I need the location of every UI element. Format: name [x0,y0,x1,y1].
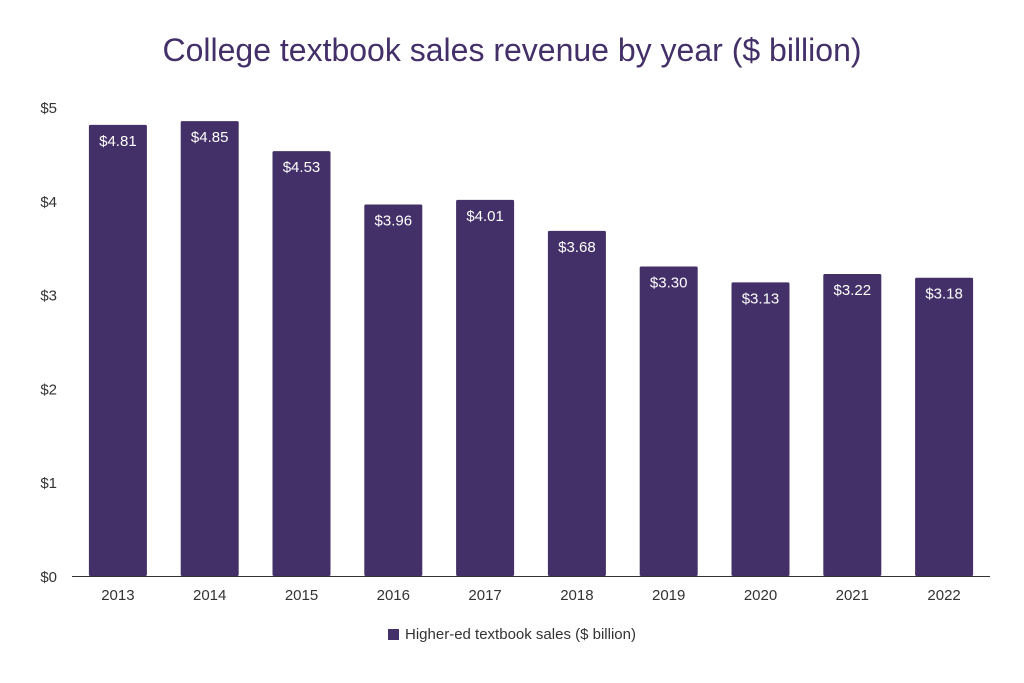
x-tick-label: 2014 [193,587,226,604]
x-tick-label: 2020 [744,587,777,604]
bar-value-label: $4.53 [283,159,321,176]
bar [547,230,606,577]
bar [915,277,974,576]
bar [364,204,423,576]
bar-value-label: $3.18 [925,286,963,303]
legend-label: Higher-ed textbook sales ($ billion) [405,626,636,643]
bar-value-label: $4.85 [191,129,229,146]
y-tick-label: $3 [40,288,57,305]
bar-value-label: $3.22 [834,282,872,299]
bar [639,266,698,576]
bar [272,151,331,576]
y-axis: $0 $1 $2 $3 $4 $5 [40,100,57,586]
legend: Higher-ed textbook sales ($ billion) [0,626,1024,643]
x-tick-label: 2015 [285,587,318,604]
y-tick-label: $5 [40,100,57,117]
bar [731,282,790,576]
legend-swatch [388,629,400,640]
bar-value-label: $3.13 [742,290,780,307]
y-tick-label: $0 [40,569,57,586]
bar [823,273,882,576]
bar-value-label: $4.81 [99,133,137,150]
bar-value-label: $3.68 [558,239,596,256]
bar [180,121,239,576]
y-tick-label: $1 [40,475,57,492]
x-axis: 2013 2014 2015 2016 2017 2018 2019 2020 2021 2022 [72,576,990,604]
bars-group: $4.81 $4.85 $4.53 $3.96 $4.01 $3.68 $3.30 $3.13… [88,121,974,577]
x-tick-label: 2017 [468,587,501,604]
y-tick-label: $4 [40,194,57,211]
bar [456,199,515,576]
x-tick-label: 2022 [927,587,960,604]
bar-value-label: $3.30 [650,274,688,291]
chart-title: College textbook sales revenue by year (… [162,32,862,68]
x-tick-label: 2018 [560,587,593,604]
x-tick-label: 2013 [101,587,134,604]
x-tick-label: 2019 [652,587,685,604]
bar [88,124,147,577]
y-tick-label: $2 [40,381,57,398]
x-tick-label: 2021 [836,587,869,604]
x-tick-label: 2016 [377,587,410,604]
bar-value-label: $4.01 [466,208,504,225]
bar-value-label: $3.96 [375,213,413,230]
